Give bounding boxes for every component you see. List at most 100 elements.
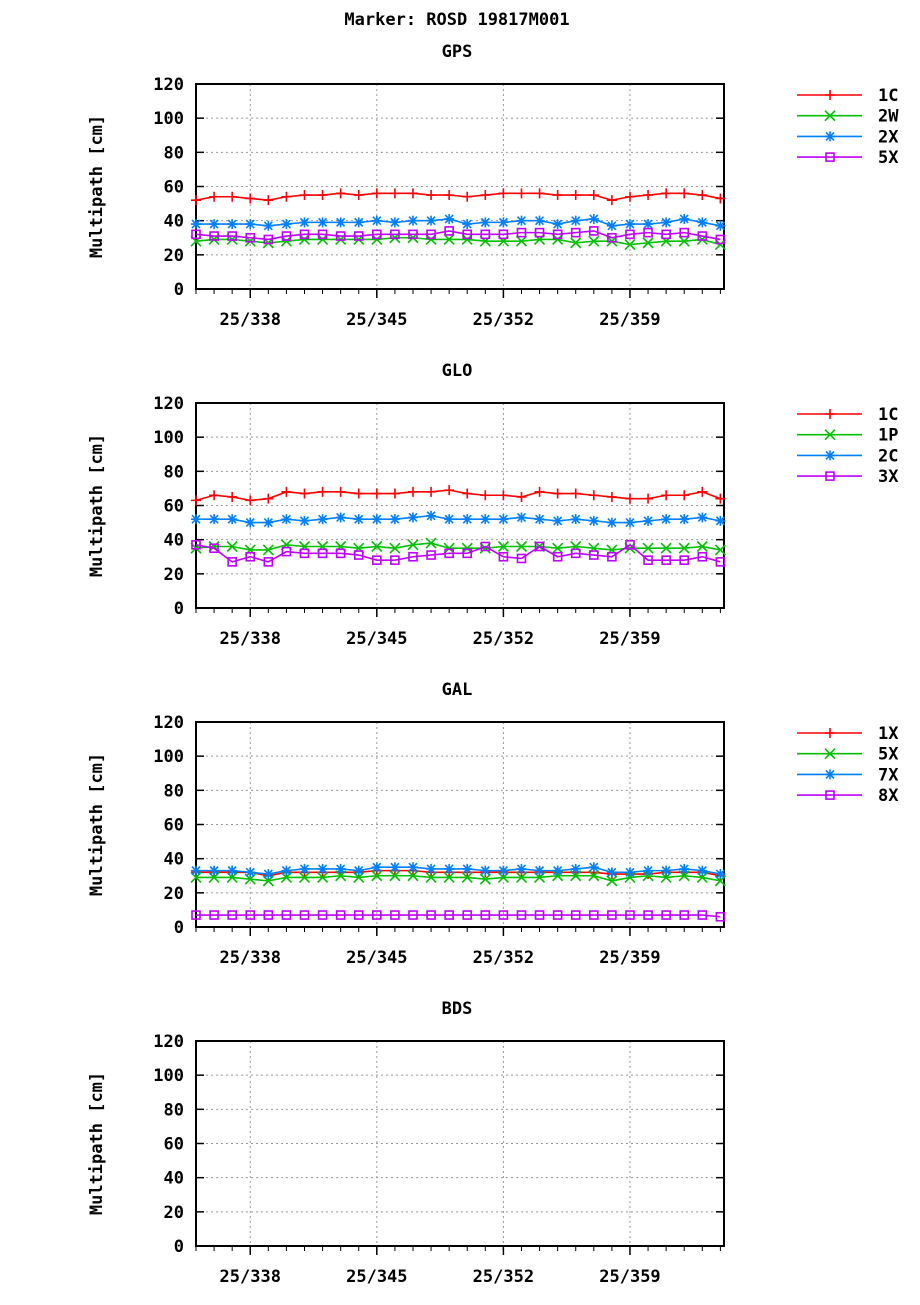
data-point (390, 555, 400, 565)
data-point (372, 229, 382, 240)
data-point (624, 493, 635, 504)
data-point (552, 488, 563, 499)
legend-marker (825, 471, 835, 481)
data-point (661, 865, 672, 876)
data-point (534, 215, 545, 226)
data-point (407, 486, 418, 497)
data-point (335, 217, 346, 228)
y-tick-label: 60 (164, 497, 184, 517)
data-point (515, 235, 528, 247)
panel-title: GAL (442, 680, 473, 700)
legend-marker (825, 409, 835, 419)
chart-title: Marker: ROSD 19817M001 (344, 10, 569, 30)
x-tick-label: 25/345 (346, 310, 407, 330)
panel-title: BDS (442, 999, 473, 1019)
data-point (281, 486, 292, 497)
data-point (426, 190, 437, 201)
data-point (299, 488, 310, 499)
data-point (389, 870, 401, 882)
x-tick-label: 25/345 (346, 1267, 407, 1287)
data-point (317, 190, 328, 201)
data-point (534, 910, 545, 920)
data-point (624, 191, 635, 202)
data-point (697, 865, 708, 876)
series-line (195, 543, 721, 563)
data-point (407, 188, 418, 199)
data-point (461, 871, 473, 884)
data-point (191, 865, 201, 876)
data-point (426, 229, 436, 240)
panel-gps: GPS 0 20 40 60 80 100 120 25/338 25/345 25/352 25/3… (87, 42, 899, 330)
data-point (462, 219, 473, 230)
data-point (281, 865, 292, 876)
data-point (317, 217, 328, 228)
data-point (516, 227, 527, 238)
data-point (715, 493, 726, 504)
panel-title: GPS (442, 42, 473, 62)
data-point (443, 871, 455, 884)
data-point (371, 540, 383, 553)
data-point (715, 869, 726, 880)
legend-label: 5X (878, 745, 899, 765)
data-point (625, 539, 635, 550)
data-point (191, 219, 201, 230)
y-tick-label: 20 (164, 1203, 184, 1223)
legend-marker (825, 90, 835, 100)
data-point (480, 514, 491, 525)
data-point (407, 512, 418, 523)
data-point (390, 229, 400, 240)
data-point (335, 910, 346, 920)
y-tick-label: 60 (164, 816, 184, 836)
data-point (570, 227, 581, 238)
y-tick-label: 60 (164, 1135, 184, 1155)
data-point (643, 910, 653, 920)
series-line (195, 230, 721, 241)
y-tick-label: 80 (164, 143, 184, 163)
plot-frame (195, 721, 725, 928)
data-point (607, 910, 617, 920)
data-point (516, 215, 527, 226)
data-point (642, 237, 654, 249)
data-point (299, 863, 310, 874)
y-tick-label: 120 (153, 1032, 184, 1052)
data-point (697, 217, 708, 228)
data-point (426, 215, 437, 226)
data-point (462, 191, 473, 202)
series-line (195, 489, 721, 502)
data-point (498, 910, 509, 920)
data-point (245, 219, 256, 230)
data-point (534, 865, 545, 876)
data-point (643, 515, 654, 526)
data-point (624, 239, 636, 251)
data-point (245, 495, 256, 506)
data-point (679, 555, 690, 565)
plot-frame (195, 1040, 725, 1247)
data-point (335, 188, 346, 199)
data-point (209, 514, 220, 525)
data-point (516, 553, 527, 564)
legend-label: 3X (878, 467, 899, 487)
data-point (534, 188, 545, 199)
series-2W: 2W (190, 107, 899, 251)
data-point (697, 190, 708, 201)
series-line (196, 218, 721, 227)
data-point (661, 555, 671, 565)
data-point (191, 910, 201, 920)
data-point (407, 215, 418, 226)
x-tick-label: 25/352 (473, 1267, 534, 1287)
legend-marker (825, 450, 835, 461)
data-point (263, 220, 274, 231)
data-point (679, 490, 690, 501)
data-point (606, 875, 618, 887)
data-point (281, 910, 292, 920)
data-point (661, 229, 671, 240)
data-point (589, 910, 599, 920)
series-line (196, 874, 721, 882)
data-point (498, 229, 509, 240)
data-point (426, 510, 437, 521)
data-point (462, 514, 473, 525)
data-point (262, 544, 274, 556)
data-point (552, 219, 563, 230)
data-point (462, 488, 473, 499)
